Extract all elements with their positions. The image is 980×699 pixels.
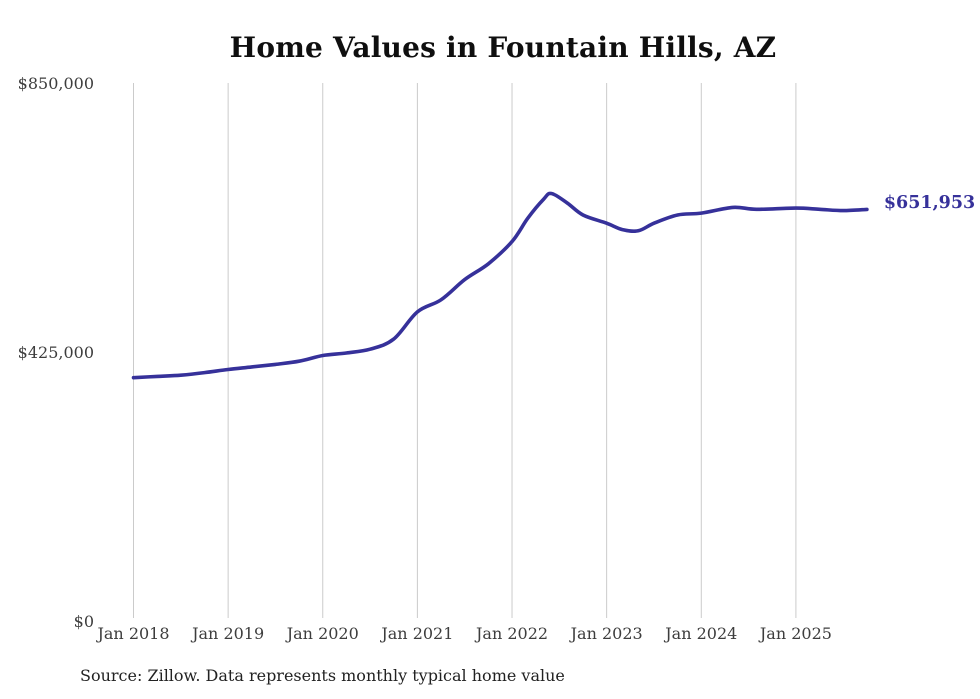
y-axis-label: $850,000 — [17, 74, 94, 93]
x-axis-label: Jan 2023 — [570, 624, 643, 643]
x-axis-label: Jan 2020 — [286, 624, 359, 643]
y-axis-label: $425,000 — [17, 343, 94, 362]
x-axis-label: Jan 2024 — [665, 624, 738, 643]
x-axis-label: Jan 2019 — [192, 624, 265, 643]
y-axis-label: $0 — [73, 612, 94, 631]
latest-value-label: $651,953 — [883, 193, 976, 214]
source-note: Source: Zillow. Data represents monthly … — [80, 666, 565, 685]
gridline-group — [133, 83, 797, 618]
x-axis-label: Jan 2022 — [475, 624, 549, 643]
home-value-line — [131, 191, 869, 380]
x-axis-label: Jan 2025 — [759, 624, 832, 643]
x-axis-label: Jan 2021 — [381, 624, 454, 643]
chart-title: Home Values in Fountain Hills, AZ — [229, 31, 777, 64]
x-axis-label: Jan 2018 — [97, 624, 170, 643]
